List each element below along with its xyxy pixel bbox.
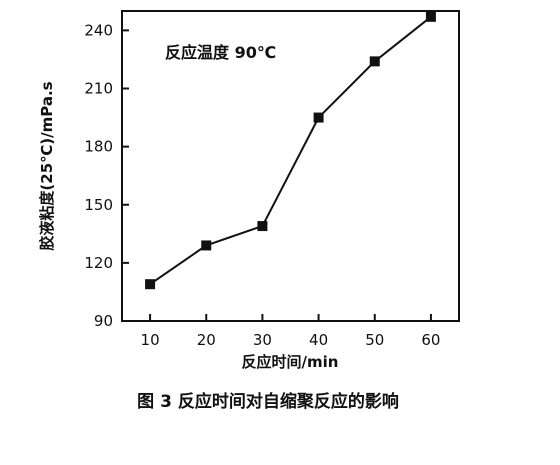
data-point-marker: [257, 221, 268, 232]
y-axis-title: 胶液粘度(25℃)/mPa.s: [38, 81, 56, 250]
x-tick-label: 10: [141, 331, 160, 349]
y-tick-label: 210: [84, 80, 113, 98]
data-point-marker: [369, 56, 380, 67]
y-tick-label: 120: [84, 254, 113, 272]
x-tick-label: 50: [365, 331, 384, 349]
y-axis-ticks: 90 120 150 180 210 240: [84, 21, 129, 330]
plot-frame: [121, 10, 460, 322]
y-tick-label: 90: [94, 312, 113, 330]
x-tick-label: 40: [309, 331, 328, 349]
series-markers: [145, 11, 436, 290]
x-tick-label: 30: [253, 331, 272, 349]
data-point-marker: [425, 11, 436, 22]
x-axis-ticks: 10 20 30 40 50 60: [141, 314, 440, 349]
y-tick-label: 150: [84, 196, 113, 214]
x-tick-label: 60: [421, 331, 440, 349]
x-tick-label: 20: [197, 331, 216, 349]
data-point-marker: [313, 112, 324, 123]
y-tick-label: 180: [84, 138, 113, 156]
data-point-marker: [201, 240, 212, 251]
y-tick-label: 240: [84, 21, 113, 39]
data-point-marker: [145, 279, 156, 290]
x-axis-title: 反应时间/min: [242, 353, 339, 371]
annotation-text: 反应温度 90℃: [165, 43, 276, 62]
series-line: [149, 16, 432, 286]
figure-caption: 图 3 反应时间对自缩聚反应的影响: [137, 391, 399, 412]
